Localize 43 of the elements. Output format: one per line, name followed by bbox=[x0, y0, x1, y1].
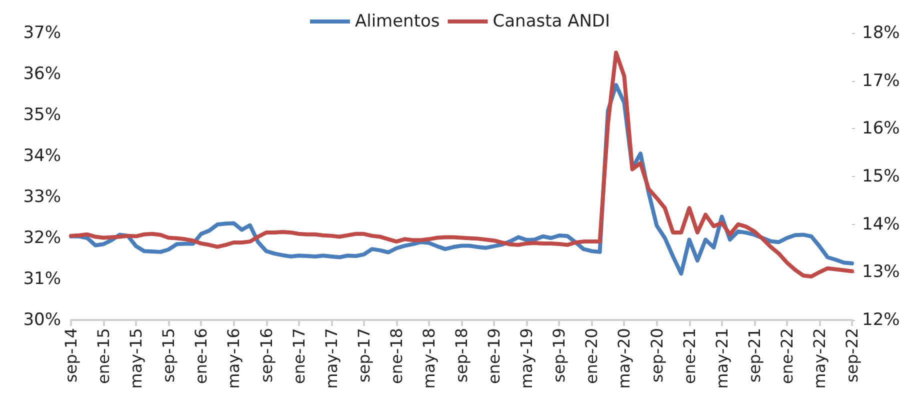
x-tick-label: ene-21 bbox=[680, 328, 699, 384]
x-tick-label: ene-20 bbox=[582, 328, 602, 384]
x-tick-label: sep-19 bbox=[550, 328, 569, 382]
x-tick-label: may-19 bbox=[517, 328, 536, 389]
x-tick-label: sep-18 bbox=[452, 328, 471, 382]
x-tick-label: may-18 bbox=[419, 328, 438, 389]
y2-tick-label: 14% bbox=[862, 214, 900, 234]
x-tick-label: ene-19 bbox=[484, 328, 504, 384]
y2-tick-label: 15% bbox=[862, 166, 900, 186]
x-tick-label: sep-20 bbox=[647, 328, 666, 382]
y-tick-label: 33% bbox=[23, 187, 61, 207]
legend-label: Canasta ANDI bbox=[492, 12, 610, 32]
x-tick-label: may-20 bbox=[614, 328, 634, 389]
y2-tick-label: 18% bbox=[862, 23, 900, 43]
y-tick-label: 35% bbox=[23, 105, 61, 125]
y2-tick-label: 13% bbox=[862, 262, 900, 282]
y-tick-label: 34% bbox=[23, 146, 61, 166]
x-tick-label: sep-15 bbox=[159, 328, 178, 382]
y2-tick-label: 17% bbox=[862, 70, 900, 91]
x-tick-label: may-17 bbox=[322, 328, 341, 389]
x-tick-label: may-22 bbox=[810, 328, 829, 389]
y2-tick-label: 16% bbox=[862, 118, 900, 139]
y-tick-label: 37% bbox=[23, 23, 61, 43]
y-tick-label: 32% bbox=[23, 228, 61, 248]
y2-tick-label: 12% bbox=[862, 310, 900, 330]
x-tick-label: may-21 bbox=[712, 328, 732, 389]
x-tick-label: ene-16 bbox=[192, 328, 211, 384]
x-tick-label: sep-17 bbox=[354, 328, 374, 382]
y-tick-label: 31% bbox=[23, 269, 61, 289]
y-tick-label: 36% bbox=[23, 64, 61, 84]
x-tick-label: may-16 bbox=[224, 328, 244, 389]
x-tick-label: ene-22 bbox=[777, 328, 796, 384]
x-tick-label: ene-18 bbox=[386, 328, 406, 384]
x-tick-label: sep-14 bbox=[62, 328, 80, 382]
y-tick-label: 30% bbox=[23, 310, 61, 330]
x-tick-label: sep-16 bbox=[256, 328, 276, 382]
x-tick-label: ene-15 bbox=[94, 328, 114, 384]
x-tick-label: sep-22 bbox=[842, 328, 862, 382]
legend-label: Alimentos bbox=[354, 12, 440, 32]
x-tick-label: sep-21 bbox=[744, 328, 764, 382]
x-tick-label: ene-17 bbox=[289, 328, 308, 384]
line-series bbox=[69, 50, 854, 278]
x-tick-label: may-15 bbox=[126, 328, 146, 389]
